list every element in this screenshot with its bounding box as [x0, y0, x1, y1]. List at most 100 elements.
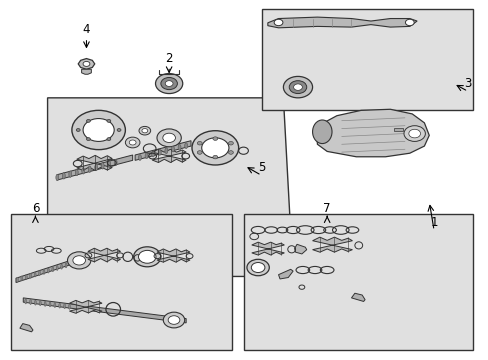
- Ellipse shape: [157, 129, 181, 147]
- Polygon shape: [78, 59, 95, 69]
- Ellipse shape: [168, 316, 180, 324]
- Ellipse shape: [25, 275, 27, 280]
- Ellipse shape: [129, 140, 136, 145]
- Ellipse shape: [34, 272, 36, 277]
- Ellipse shape: [107, 138, 111, 140]
- Ellipse shape: [114, 159, 117, 166]
- Ellipse shape: [312, 120, 331, 144]
- Ellipse shape: [192, 131, 238, 165]
- Ellipse shape: [171, 146, 174, 152]
- Bar: [393, 128, 402, 131]
- Ellipse shape: [403, 126, 425, 141]
- Ellipse shape: [283, 76, 312, 98]
- Ellipse shape: [107, 120, 111, 122]
- Ellipse shape: [138, 250, 156, 263]
- Polygon shape: [267, 17, 416, 28]
- Ellipse shape: [293, 84, 302, 90]
- Ellipse shape: [95, 164, 98, 171]
- Polygon shape: [57, 155, 132, 180]
- Text: 5: 5: [257, 161, 264, 174]
- Ellipse shape: [101, 163, 104, 169]
- Ellipse shape: [405, 19, 413, 26]
- Polygon shape: [294, 244, 306, 254]
- Ellipse shape: [72, 111, 125, 150]
- Ellipse shape: [68, 304, 70, 309]
- Ellipse shape: [59, 303, 61, 308]
- Ellipse shape: [178, 144, 181, 150]
- Ellipse shape: [197, 141, 202, 145]
- Ellipse shape: [228, 151, 233, 154]
- Polygon shape: [135, 141, 191, 160]
- Ellipse shape: [246, 259, 269, 276]
- Ellipse shape: [142, 129, 147, 133]
- Ellipse shape: [151, 151, 154, 157]
- Ellipse shape: [408, 129, 420, 138]
- Ellipse shape: [184, 143, 187, 149]
- Ellipse shape: [212, 155, 217, 159]
- Ellipse shape: [158, 150, 161, 155]
- Ellipse shape: [67, 252, 91, 269]
- Ellipse shape: [30, 300, 31, 305]
- Ellipse shape: [274, 19, 283, 26]
- Ellipse shape: [62, 172, 65, 179]
- Ellipse shape: [69, 171, 72, 177]
- Ellipse shape: [43, 269, 45, 274]
- Ellipse shape: [52, 267, 54, 272]
- Text: 4: 4: [82, 23, 90, 36]
- Ellipse shape: [63, 304, 65, 309]
- Ellipse shape: [25, 299, 27, 304]
- Ellipse shape: [56, 174, 59, 181]
- Ellipse shape: [30, 273, 32, 278]
- Text: 6: 6: [32, 202, 39, 215]
- Polygon shape: [316, 109, 428, 157]
- Ellipse shape: [145, 153, 148, 159]
- Ellipse shape: [47, 268, 49, 273]
- Text: 7: 7: [323, 202, 330, 215]
- Ellipse shape: [165, 81, 173, 86]
- Ellipse shape: [54, 302, 56, 307]
- Polygon shape: [77, 156, 112, 170]
- Ellipse shape: [44, 301, 46, 306]
- Ellipse shape: [197, 151, 202, 154]
- Ellipse shape: [17, 277, 19, 282]
- Text: 2: 2: [165, 52, 173, 65]
- Text: 3: 3: [464, 77, 471, 90]
- Ellipse shape: [76, 129, 80, 131]
- Ellipse shape: [21, 276, 23, 281]
- Bar: [261, 9, 472, 111]
- Polygon shape: [69, 300, 102, 313]
- Polygon shape: [351, 293, 365, 301]
- Ellipse shape: [107, 161, 110, 167]
- Ellipse shape: [125, 137, 140, 148]
- Ellipse shape: [75, 169, 78, 176]
- Ellipse shape: [56, 265, 58, 270]
- Polygon shape: [312, 237, 352, 252]
- Ellipse shape: [212, 137, 217, 140]
- Ellipse shape: [39, 271, 41, 276]
- Polygon shape: [23, 298, 186, 323]
- Ellipse shape: [86, 138, 90, 140]
- Ellipse shape: [288, 81, 306, 94]
- Polygon shape: [88, 248, 120, 262]
- Ellipse shape: [163, 133, 175, 143]
- Polygon shape: [278, 269, 292, 279]
- Ellipse shape: [86, 120, 90, 122]
- Polygon shape: [20, 324, 33, 332]
- Bar: [11, 214, 232, 350]
- Ellipse shape: [138, 155, 141, 160]
- Ellipse shape: [65, 263, 67, 268]
- Polygon shape: [152, 149, 186, 162]
- Ellipse shape: [201, 138, 228, 158]
- Ellipse shape: [81, 168, 84, 174]
- Ellipse shape: [88, 166, 91, 172]
- Ellipse shape: [155, 73, 183, 94]
- Ellipse shape: [73, 256, 85, 265]
- Polygon shape: [157, 249, 190, 262]
- Ellipse shape: [117, 129, 121, 131]
- Ellipse shape: [228, 141, 233, 145]
- Ellipse shape: [39, 301, 41, 306]
- Ellipse shape: [161, 77, 177, 90]
- Polygon shape: [16, 261, 69, 283]
- Ellipse shape: [49, 302, 51, 307]
- Ellipse shape: [133, 247, 161, 267]
